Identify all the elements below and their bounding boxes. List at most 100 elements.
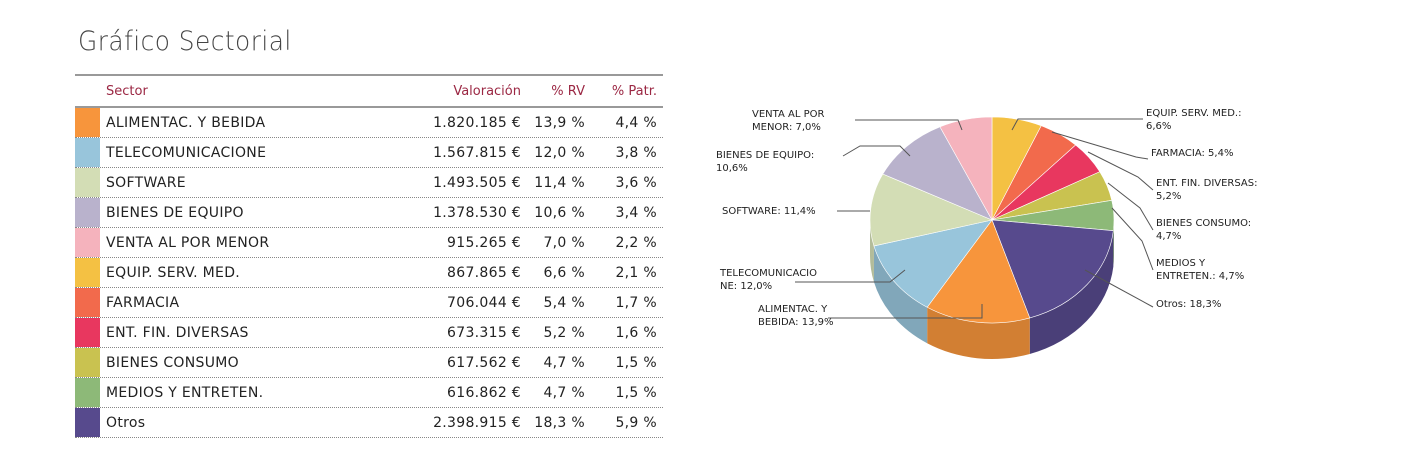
leader-line: [842, 145, 911, 157]
pie-chart: ALIMENTAC. Y BEBIDA: 13,9% TELECOMUNICACIO…: [716, 108, 1257, 359]
valoracion-value: 673.315 €: [447, 325, 521, 341]
slice-label: TELECOMUNICACIO: [719, 268, 817, 279]
rv-value: 12,0 %: [534, 145, 585, 161]
patr-value: 2,2 %: [615, 235, 657, 251]
pie-wall: [1029, 230, 1114, 354]
valoracion-value: 1.378.530 €: [433, 205, 521, 221]
sector-color-swatch: [75, 228, 100, 257]
sector-color-swatch: [75, 288, 100, 317]
valoracion-value: 1.567.815 €: [433, 145, 521, 161]
slice-label: MEDIOS Y: [1156, 258, 1206, 269]
rv-value: 7,0 %: [543, 235, 585, 251]
sector-color-swatch: [75, 408, 100, 437]
slice-label: 6,6%: [1146, 121, 1171, 132]
sector-name: SOFTWARE: [106, 175, 186, 191]
sector-name: FARMACIA: [106, 295, 180, 311]
sector-name: ALIMENTAC. Y BEBIDA: [106, 115, 266, 131]
sector-color-swatch: [75, 198, 100, 227]
slice-label: MENOR: 7,0%: [752, 122, 821, 133]
patr-value: 1,5 %: [615, 355, 657, 371]
valoracion-value: 1.820.185 €: [433, 115, 521, 131]
header-rv: % RV: [551, 84, 585, 99]
pie-wall: [870, 220, 874, 282]
pie-slice: [869, 173, 993, 247]
pie-slice: [882, 126, 993, 221]
sector-color-swatch: [75, 168, 100, 197]
pie-slice: [991, 219, 1114, 319]
leader-line: [1011, 118, 1143, 131]
rv-value: 5,2 %: [543, 325, 585, 341]
page-title: Gráfico Sectorial: [78, 26, 292, 57]
table-row: ALIMENTAC. Y BEBIDA 1.820.185 € 13,9 % 4,4 …: [75, 108, 663, 138]
patr-value: 2,1 %: [615, 265, 657, 281]
header-patr: % Patr.: [611, 84, 657, 99]
sector-name: BIENES CONSUMO: [106, 355, 239, 371]
slice-label: BIENES DE EQUIPO:: [716, 150, 814, 161]
slice-label: 10,6%: [716, 163, 748, 174]
sector-color-swatch: [75, 378, 100, 407]
slice-label: FARMACIA: 5,4%: [1151, 148, 1233, 159]
table-row: BIENES DE EQUIPO 1.378.530 € 10,6 % 3,4 %: [75, 198, 663, 228]
pie-slice: [873, 219, 993, 308]
slice-label: ENTRETEN.: 4,7%: [1156, 271, 1244, 282]
slice-label: Otros: 18,3%: [1156, 299, 1221, 310]
sector-color-swatch: [75, 138, 100, 167]
sector-table: Sector Valoración % RV % Patr. ALIMENTAC…: [75, 74, 663, 438]
rv-value: 11,4 %: [534, 175, 585, 191]
pie-depth: [870, 220, 1114, 359]
table-row: SOFTWARE 1.493.505 € 11,4 % 3,6 %: [75, 168, 663, 198]
sector-name: BIENES DE EQUIPO: [106, 205, 244, 221]
slice-label: BEBIDA: 13,9%: [758, 317, 834, 328]
slice-label: SOFTWARE: 11,4%: [722, 206, 816, 217]
header-valoracion: Valoración: [453, 84, 521, 99]
leader-line: [1107, 182, 1154, 231]
pie-slice: [939, 116, 993, 222]
leader-line: [1087, 151, 1154, 191]
slice-label: 4,7%: [1156, 231, 1181, 242]
pie-wall: [873, 245, 928, 344]
sector-name: EQUIP. SERV. MED.: [106, 265, 241, 281]
rv-value: 4,7 %: [543, 355, 585, 371]
valoracion-value: 2.398.915 €: [433, 415, 521, 431]
patr-value: 1,7 %: [615, 295, 657, 311]
slice-label: 5,2%: [1156, 191, 1181, 202]
table-row: VENTA AL POR MENOR 915.265 € 7,0 % 2,2 %: [75, 228, 663, 258]
valoracion-value: 915.265 €: [447, 235, 521, 251]
rv-value: 13,9 %: [534, 115, 585, 131]
slice-label: EQUIP. SERV. MED.:: [1146, 108, 1241, 119]
sector-color-swatch: [75, 348, 100, 377]
valoracion-value: 706.044 €: [447, 295, 521, 311]
sector-color-swatch: [75, 258, 100, 287]
valoracion-value: 617.562 €: [447, 355, 521, 371]
leader-line: [828, 304, 983, 319]
table-row: ENT. FIN. DIVERSAS 673.315 € 5,2 % 1,6 %: [75, 318, 663, 348]
rv-value: 5,4 %: [543, 295, 585, 311]
slice-label: NE: 12,0%: [720, 281, 772, 292]
sector-color-swatch: [75, 318, 100, 347]
header-sector: Sector: [106, 84, 148, 99]
table-header: Sector Valoración % RV % Patr.: [75, 74, 663, 108]
leader-line: [795, 269, 906, 283]
patr-value: 3,4 %: [615, 205, 657, 221]
patr-value: 1,6 %: [615, 325, 657, 341]
leader-line: [1111, 207, 1154, 271]
table-row: FARMACIA 706.044 € 5,4 % 1,7 %: [75, 288, 663, 318]
pie-wall: [927, 307, 1030, 359]
sector-name: VENTA AL POR MENOR: [106, 235, 270, 251]
rv-value: 10,6 %: [534, 205, 585, 221]
table-body: ALIMENTAC. Y BEBIDA 1.820.185 € 13,9 % 4,4 …: [75, 108, 663, 438]
patr-value: 5,9 %: [615, 415, 657, 431]
sector-name: MEDIOS Y ENTRETEN.: [106, 385, 264, 401]
slice-label: BIENES CONSUMO:: [1156, 218, 1251, 229]
table-row: Otros 2.398.915 € 18,3 % 5,9 %: [75, 408, 663, 438]
leader-line: [1084, 269, 1154, 308]
sector-name: ENT. FIN. DIVERSAS: [106, 325, 249, 341]
patr-value: 3,8 %: [615, 145, 657, 161]
sector-color-swatch: [75, 108, 100, 137]
patr-value: 3,6 %: [615, 175, 657, 191]
rv-value: 6,6 %: [543, 265, 585, 281]
patr-value: 4,4 %: [615, 115, 657, 131]
leader-line: [855, 119, 963, 131]
slice-label: ENT. FIN. DIVERSAS:: [1156, 178, 1257, 189]
sector-name: TELECOMUNICACIONE: [106, 145, 267, 161]
